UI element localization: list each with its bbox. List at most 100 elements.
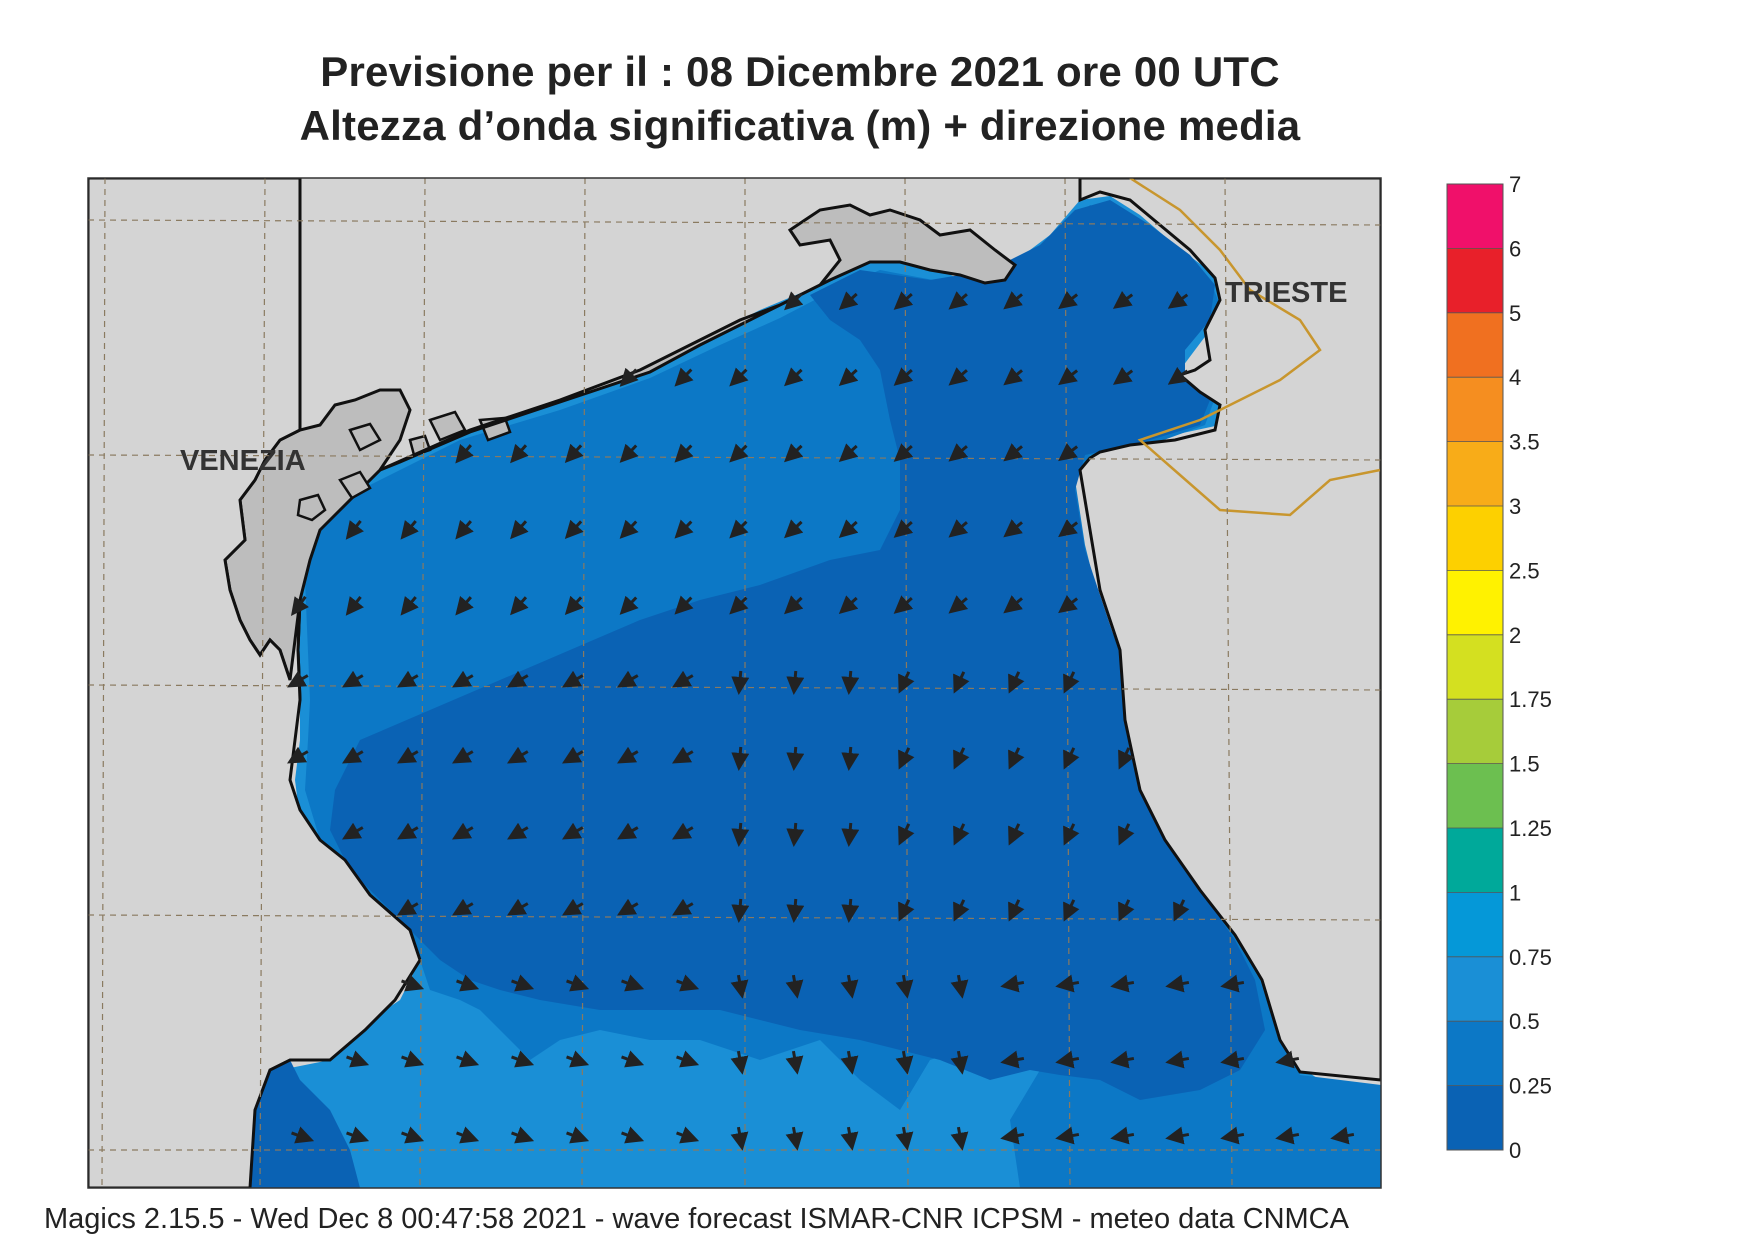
wave-arrow bbox=[401, 1050, 425, 1068]
wave-arrow bbox=[841, 822, 860, 847]
wave-arrow bbox=[730, 1050, 749, 1075]
wave-arrow bbox=[729, 367, 749, 387]
wave-arrow bbox=[841, 670, 860, 695]
wave-arrow bbox=[840, 1050, 859, 1075]
wave-arrow bbox=[1055, 1050, 1080, 1069]
wave-arrow bbox=[1110, 974, 1135, 993]
wave-arrow bbox=[838, 443, 859, 463]
wave-arrow bbox=[840, 974, 859, 999]
wave-arrow bbox=[401, 974, 425, 992]
wave-arrow bbox=[1008, 823, 1025, 846]
wave-arrow bbox=[729, 595, 749, 615]
wave-arrow bbox=[784, 291, 804, 311]
legend-swatch bbox=[1447, 1085, 1503, 1150]
wave-arrow bbox=[950, 1050, 969, 1075]
wave-arrow bbox=[1003, 595, 1023, 614]
wave-arrow bbox=[456, 1126, 480, 1144]
wave-arrow bbox=[676, 1126, 700, 1144]
wave-arrow bbox=[838, 519, 859, 539]
wave-arrow bbox=[1003, 291, 1023, 310]
wave-arrow bbox=[785, 1126, 804, 1151]
wave-arrow bbox=[345, 519, 364, 540]
wave-arrow bbox=[898, 671, 915, 694]
wave-arrow bbox=[617, 822, 639, 840]
wave-arrow bbox=[452, 746, 474, 764]
wave-arrow bbox=[731, 746, 750, 771]
legend-tick-label: 0 bbox=[1509, 1138, 1521, 1163]
wave-arrow bbox=[400, 595, 419, 616]
wave-arrow bbox=[1063, 899, 1080, 922]
wave-arrow bbox=[345, 595, 364, 616]
wave-arrow bbox=[1118, 823, 1135, 846]
wave-arrow bbox=[893, 443, 914, 462]
wave-arrow bbox=[1165, 1050, 1190, 1069]
wave-arrow bbox=[953, 823, 970, 846]
wave-arrow bbox=[786, 746, 805, 771]
wave-arrow bbox=[1000, 974, 1025, 993]
legend-tick-label: 3.5 bbox=[1509, 430, 1540, 455]
wave-arrow bbox=[452, 898, 474, 916]
wave-arrow bbox=[566, 1050, 590, 1068]
wave-arrow bbox=[785, 974, 804, 999]
wave-arrow bbox=[893, 367, 914, 386]
wave-arrow bbox=[948, 519, 969, 538]
wave-arrow bbox=[1275, 1050, 1300, 1069]
wave-arrow bbox=[784, 443, 804, 463]
wave-arrow bbox=[1220, 974, 1245, 993]
wave-arrow bbox=[1058, 595, 1079, 614]
wave-arrow bbox=[898, 823, 915, 846]
wave-arrow bbox=[564, 595, 584, 616]
wave-arrow bbox=[786, 670, 805, 695]
legend-tick-label: 1.5 bbox=[1509, 752, 1540, 777]
wave-arrow bbox=[948, 443, 969, 462]
legend-tick-label: 1 bbox=[1509, 880, 1521, 905]
wave-arrow bbox=[562, 822, 584, 840]
wave-arrow bbox=[455, 519, 474, 540]
wave-arrow bbox=[1008, 899, 1025, 922]
legend-swatch bbox=[1447, 570, 1503, 635]
wave-arrow bbox=[511, 1126, 535, 1144]
wave-arrow bbox=[838, 367, 859, 387]
wave-arrow bbox=[893, 519, 914, 538]
legend-swatch bbox=[1447, 634, 1503, 700]
wave-arrow bbox=[1167, 290, 1189, 309]
wave-arrow bbox=[841, 746, 860, 771]
wave-arrow bbox=[621, 974, 645, 992]
wave-arrow bbox=[953, 671, 970, 694]
legend-swatch bbox=[1447, 956, 1503, 1022]
wave-arrow bbox=[564, 519, 584, 540]
legend-tick-label: 0.5 bbox=[1509, 1009, 1540, 1034]
wave-arrow bbox=[950, 1126, 969, 1151]
wave-arrow bbox=[1000, 1126, 1025, 1145]
legend-tick-label: 1.75 bbox=[1509, 687, 1552, 712]
wave-arrow bbox=[510, 443, 529, 464]
map-title-line1: Previsione per il : 08 Dicembre 2021 ore… bbox=[320, 48, 1280, 95]
wave-arrow bbox=[455, 595, 474, 616]
legend-tick-label: 5 bbox=[1509, 301, 1521, 326]
wave-arrow bbox=[452, 822, 474, 840]
wave-arrow bbox=[786, 898, 805, 923]
wave-arrow bbox=[617, 746, 639, 764]
wave-arrow bbox=[729, 443, 749, 463]
graticule bbox=[88, 178, 1381, 1188]
wave-arrow bbox=[621, 1050, 645, 1068]
wave-arrow bbox=[1003, 519, 1023, 538]
wave-arrow bbox=[948, 367, 969, 386]
wave-arrow bbox=[729, 519, 749, 539]
wave-arrow bbox=[672, 898, 694, 916]
city-label-trieste: TRIESTE bbox=[1225, 277, 1347, 309]
map-frame bbox=[87, 177, 1382, 1189]
wave-arrow bbox=[1118, 747, 1135, 770]
wave-arrow bbox=[617, 898, 639, 916]
wave-arrow bbox=[397, 822, 419, 840]
wave-arrow bbox=[511, 1050, 535, 1068]
wave-arrow bbox=[562, 898, 584, 916]
coastline-northeast bbox=[1078, 178, 1381, 1082]
wave-arrow bbox=[953, 899, 970, 922]
wave-arrow bbox=[676, 974, 700, 992]
wave-arrow bbox=[342, 746, 364, 764]
wave-arrow bbox=[1173, 899, 1190, 922]
wave-arrow bbox=[1220, 1126, 1245, 1145]
wave-arrow bbox=[507, 898, 529, 916]
wave-arrow bbox=[452, 670, 474, 688]
